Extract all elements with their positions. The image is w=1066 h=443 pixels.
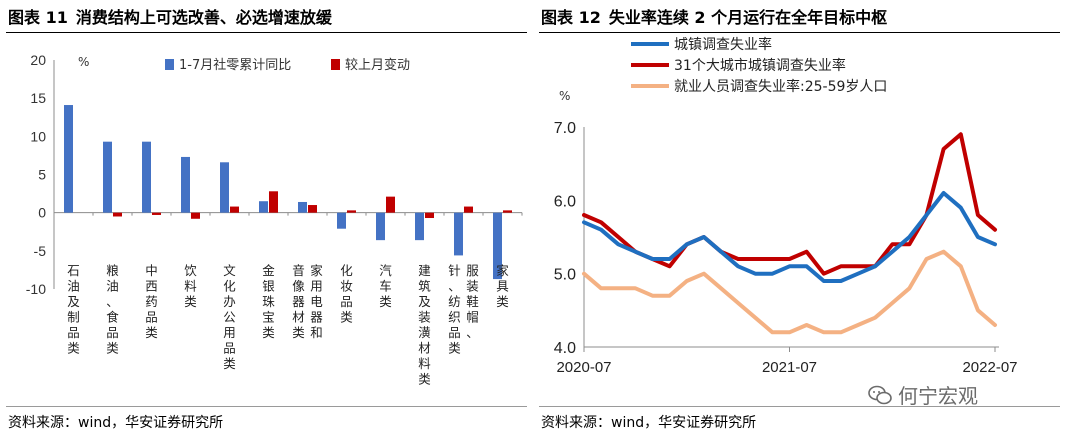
x-tick-label: 2021-07 <box>762 359 817 376</box>
bar-mom-change <box>503 210 512 213</box>
bar-cumulative-yoy <box>454 212 463 256</box>
bar-cumulative-yoy <box>376 212 385 241</box>
legend-swatch <box>165 59 174 70</box>
x-category-label: 化妆品类 <box>340 263 353 325</box>
bar-cumulative-yoy <box>298 201 307 213</box>
x-category-label: 音像器材类 <box>292 263 305 340</box>
bar-mom-change <box>386 196 395 213</box>
bar-cumulative-yoy <box>415 212 424 241</box>
legend-label: 1-7月社零累计同比 <box>179 57 291 73</box>
figure-12-top-rule <box>539 32 1060 33</box>
x-category-label: 针、纺织品类 <box>448 263 461 356</box>
legend-swatch <box>331 59 340 70</box>
y-axis-unit: % <box>559 89 570 103</box>
bar-mom-change <box>230 206 239 213</box>
bar-mom-change <box>269 191 278 213</box>
wechat-icon <box>868 385 892 404</box>
legend-label: 31个大城市城镇调查失业率 <box>674 57 846 74</box>
x-category-label: 家具类 <box>496 263 509 309</box>
y-tick-label: 10 <box>30 128 46 144</box>
bar-cumulative-yoy <box>220 162 229 213</box>
figure-11-source: 资料来源：wind，华安证券研究所 <box>8 415 224 431</box>
x-tick-label: 2022-07 <box>962 359 1017 376</box>
bar-mom-change <box>464 206 473 213</box>
watermark: 何宁宏观 <box>868 380 978 409</box>
x-category-label: 粮油、食品类 <box>106 263 119 356</box>
figure-12-bottom-rule <box>539 406 1060 407</box>
y-tick-label: 20 <box>30 52 46 68</box>
bar-cumulative-yoy <box>64 105 73 213</box>
y-tick-label: -10 <box>26 281 46 297</box>
bar-mom-change <box>152 212 161 215</box>
y-tick-label: 0 <box>38 205 46 221</box>
x-category-label: 服装鞋帽、 <box>466 263 479 340</box>
x-category-label: 中西药品类 <box>145 263 158 340</box>
legend-label: 城镇调查失业率 <box>674 36 772 53</box>
bar-mom-change <box>347 210 356 213</box>
y-tick-label: 7.0 <box>554 120 576 137</box>
x-category-label: 汽车类 <box>379 263 392 309</box>
x-tick-label: 2020-07 <box>556 359 611 376</box>
figure-12-title-text: 失业率连续 2 个月运行在全年目标中枢 <box>608 8 888 27</box>
x-category-label: 饮料类 <box>184 263 197 309</box>
bar-mom-change <box>113 212 122 217</box>
figure-12-panel: 图表 12 失业率连续 2 个月运行在全年目标中枢 % 4.0 5.0 6.0 7.0 20… <box>533 0 1066 443</box>
figure-11-title-text: 消费结构上可选改善、必选增速放缓 <box>75 8 332 27</box>
x-category-label: 石油及制品类 <box>67 263 80 356</box>
line-urban-unemployment <box>582 191 997 283</box>
x-category-label: 金银珠宝类 <box>262 263 275 340</box>
bar-cumulative-yoy <box>142 141 151 213</box>
line-25-59-unemployment <box>582 249 997 335</box>
x-category-label: 文化办公用品类 <box>223 263 236 371</box>
figure-11-title: 图表 11 消费结构上可选改善、必选增速放缓 <box>8 4 332 28</box>
bar-cumulative-yoy <box>103 141 112 213</box>
bar-cumulative-yoy <box>181 156 190 213</box>
bar-cumulative-yoy <box>259 201 268 213</box>
y-tick-label: 6.0 <box>554 193 576 210</box>
bar-cumulative-yoy <box>493 212 502 280</box>
bar-mom-change <box>191 212 200 219</box>
y-tick-label: 5.0 <box>554 267 576 284</box>
bar-cumulative-yoy <box>337 212 346 229</box>
bar-mom-change <box>308 205 317 213</box>
y-axis-unit: % <box>78 55 89 69</box>
figure-11-top-rule <box>6 32 527 33</box>
bar-mom-change <box>425 212 434 219</box>
watermark-text: 何宁宏观 <box>898 384 978 408</box>
figure-11-panel: 图表 11 消费结构上可选改善、必选增速放缓 % -10 -5 0 5 10 15 20 1-7月… <box>6 4 527 431</box>
figure-12-number: 图表 12 <box>541 8 601 27</box>
figure-12-title: 图表 12 失业率连续 2 个月运行在全年目标中枢 <box>541 4 887 28</box>
legend-label: 就业人员调查失业率:25-59岁人口 <box>674 78 887 95</box>
line-chart: % 4.0 5.0 6.0 7.0 2020-07 2021-07 2022-07 城镇调查失业… <box>554 36 1018 376</box>
figure-11-number: 图表 11 <box>8 8 68 27</box>
x-category-label: 家用电器和 <box>310 263 323 340</box>
y-tick-label: 15 <box>30 90 46 106</box>
y-tick-label: -5 <box>34 243 47 259</box>
figure-11-bottom-rule <box>6 406 527 407</box>
legend-label: 较上月变动 <box>345 57 410 73</box>
figure-12-source: 资料来源：wind，华安证券研究所 <box>541 415 757 431</box>
x-category-label: 建筑及装潢材料类 <box>418 263 431 387</box>
y-tick-label: 5 <box>38 167 46 183</box>
y-tick-label: 4.0 <box>554 340 576 357</box>
